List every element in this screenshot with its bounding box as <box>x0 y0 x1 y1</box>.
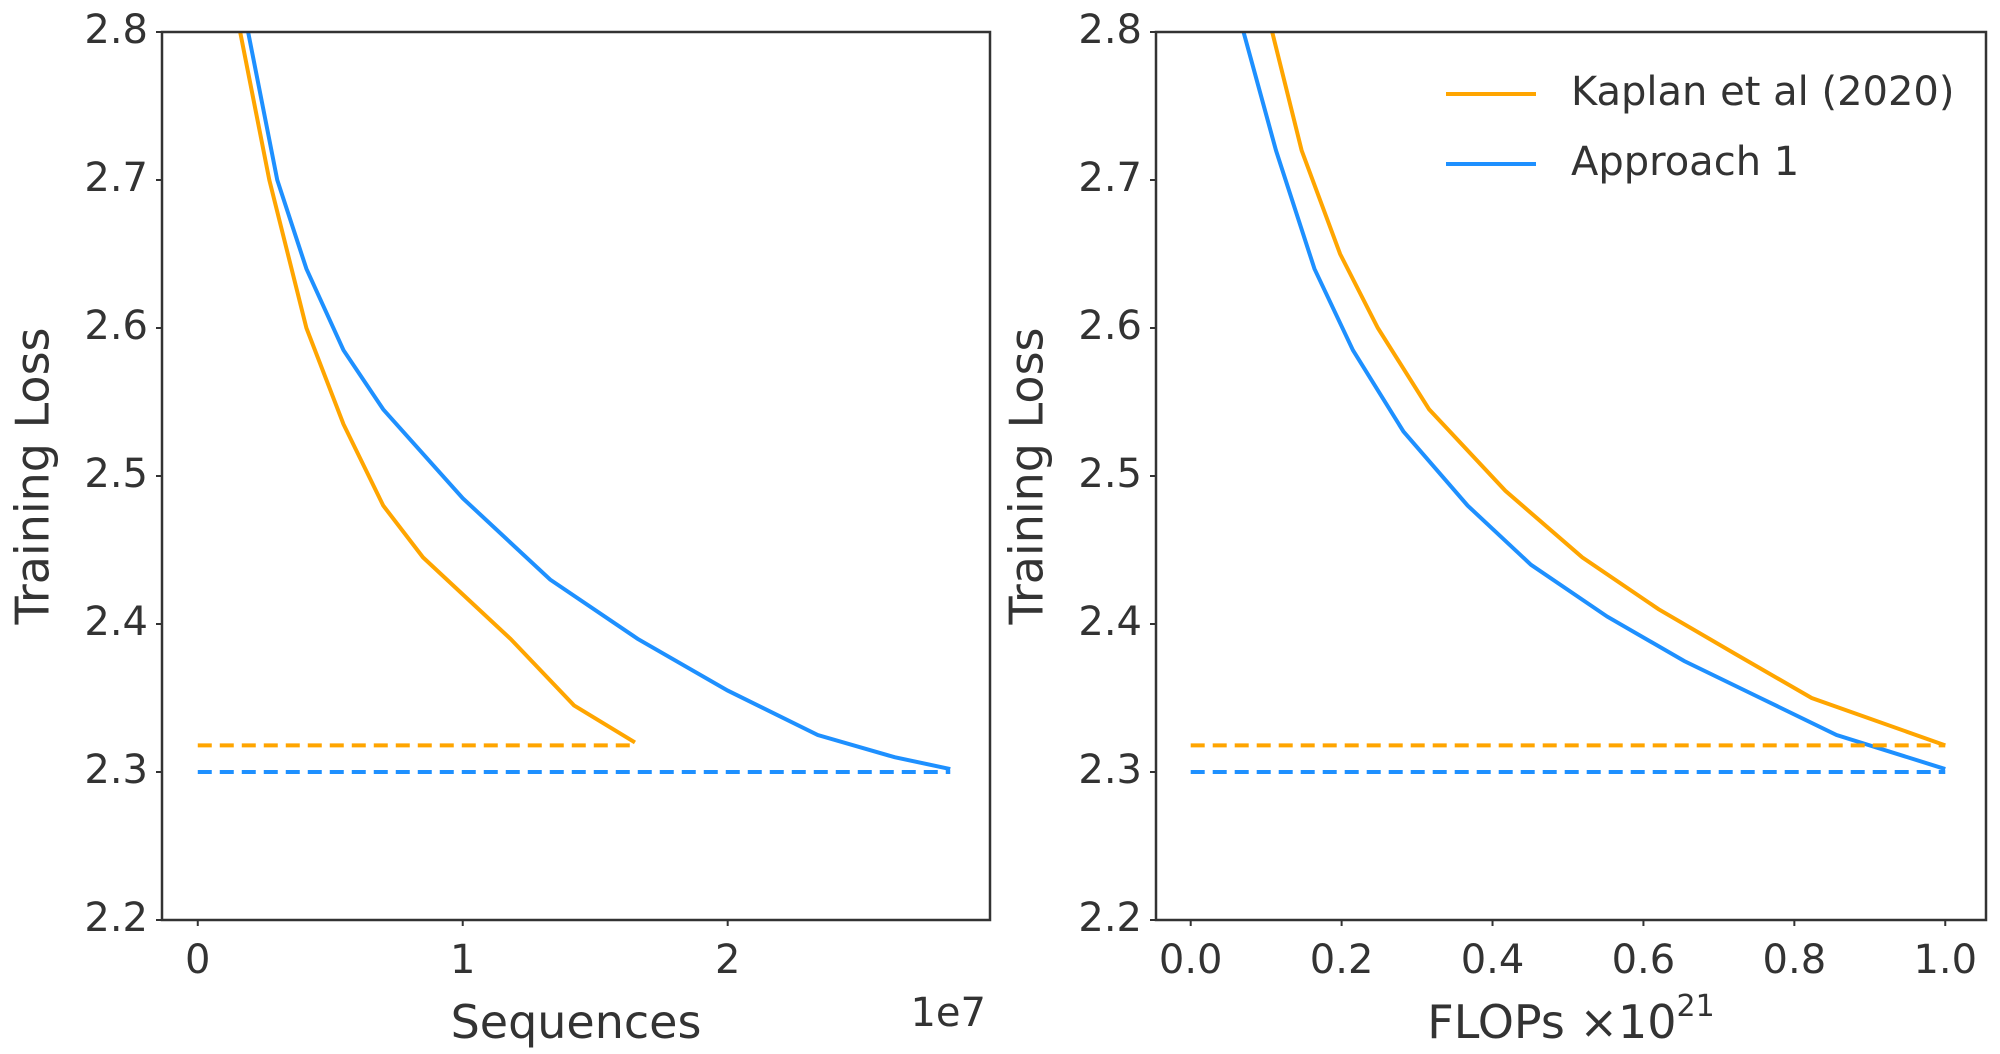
x-tick-label: 1 <box>450 937 475 983</box>
y-tick-label: 2.7 <box>1078 155 1142 201</box>
y-tick-label: 2.3 <box>84 747 148 793</box>
x-axis-label: FLOPs ×1021 <box>1427 989 1714 1049</box>
y-axis-label: Training Loss <box>6 327 60 625</box>
x-axis-label-text: Sequences <box>451 995 702 1049</box>
y-tick-label: 2.2 <box>84 895 148 941</box>
x-tick-label: 0.4 <box>1461 937 1525 983</box>
plot-frame <box>160 30 992 922</box>
series-line <box>238 32 636 745</box>
y-tick-label: 2.4 <box>84 599 148 645</box>
x-tick-label: 0 <box>185 937 210 983</box>
y-tick-label: 2.6 <box>1078 303 1142 349</box>
y-tick-label: 2.7 <box>84 155 148 201</box>
series-line <box>1270 32 1946 748</box>
y-tick-label: 2.6 <box>84 303 148 349</box>
y-tick-label: 2.8 <box>1078 7 1142 53</box>
series-line <box>246 32 951 771</box>
y-tick-label: 2.5 <box>84 451 148 497</box>
y-axis-label: Training Loss <box>1000 327 1054 625</box>
y-tick-label: 2.4 <box>1078 599 1142 645</box>
x-tick-label: 2 <box>715 937 740 983</box>
legend-label: Approach 1 <box>1571 139 1799 185</box>
x-tick-label: 0.2 <box>1310 937 1374 983</box>
y-tick-label: 2.8 <box>84 7 148 53</box>
series-line <box>1241 32 1946 771</box>
x-tick-label: 0.6 <box>1612 937 1676 983</box>
plot-frame <box>1154 30 1988 922</box>
x-axis-label: Sequences <box>451 995 702 1049</box>
x-tick-label: 1.0 <box>1913 937 1977 983</box>
x-axis-label-exponent: 21 <box>1677 989 1715 1024</box>
x-offset-label: 1e7 <box>910 990 986 1036</box>
x-axis-label-text: FLOPs ×10 <box>1427 995 1676 1049</box>
y-tick-label: 2.3 <box>1078 747 1142 793</box>
y-tick-label: 2.2 <box>1078 895 1142 941</box>
x-tick-label: 0.0 <box>1159 937 1223 983</box>
legend-label: Kaplan et al (2020) <box>1571 69 1954 115</box>
x-tick-label: 0.8 <box>1763 937 1827 983</box>
y-tick-label: 2.5 <box>1078 451 1142 497</box>
